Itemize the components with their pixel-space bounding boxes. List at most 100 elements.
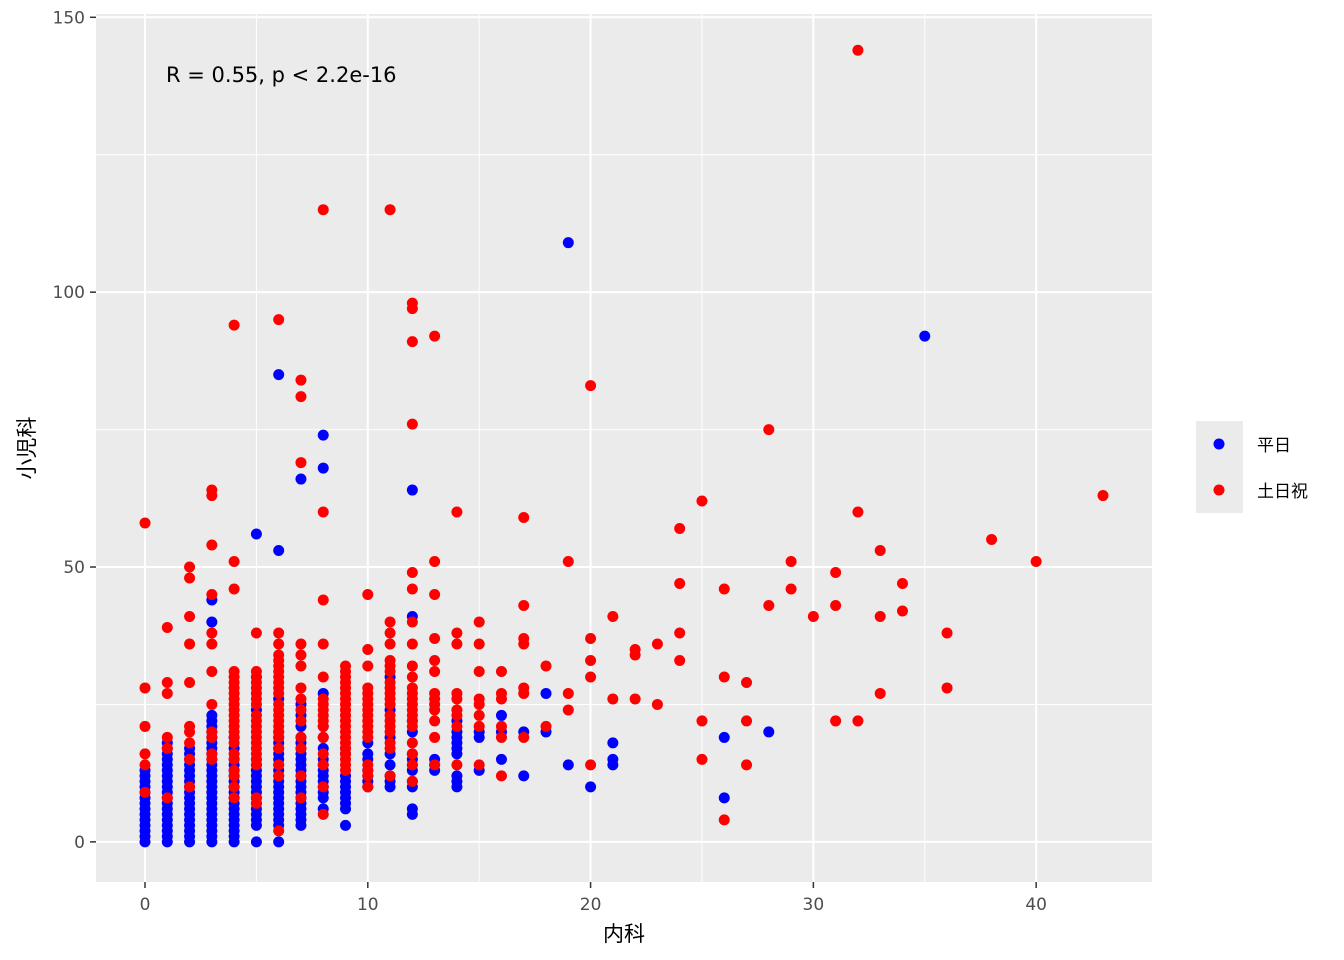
- data-point: [184, 561, 196, 573]
- data-point: [451, 770, 463, 782]
- data-point: [184, 676, 196, 688]
- data-point: [451, 704, 463, 716]
- data-point: [429, 715, 441, 727]
- data-point: [340, 660, 352, 672]
- data-point: [651, 698, 663, 710]
- data-point: [451, 506, 463, 518]
- data-point: [406, 660, 418, 672]
- data-point: [184, 753, 196, 765]
- data-point: [317, 759, 329, 771]
- data-point: [473, 720, 485, 732]
- data-point: [295, 457, 307, 469]
- data-point: [228, 781, 240, 793]
- data-point: [228, 665, 240, 677]
- data-point: [429, 687, 441, 699]
- data-point: [585, 654, 597, 666]
- data-point: [273, 742, 285, 754]
- data-point: [317, 781, 329, 793]
- data-point: [384, 616, 396, 628]
- data-point: [473, 693, 485, 705]
- data-point: [295, 660, 307, 672]
- data-point: [429, 330, 441, 342]
- data-point: [250, 665, 262, 677]
- data-point: [161, 676, 173, 688]
- data-point: [139, 682, 151, 694]
- data-point: [406, 638, 418, 650]
- data-point: [384, 627, 396, 639]
- data-point: [562, 687, 574, 699]
- data-point: [184, 781, 196, 793]
- data-point: [986, 534, 998, 546]
- data-point: [206, 588, 218, 600]
- data-point: [406, 484, 418, 496]
- data-point: [830, 715, 842, 727]
- y-tick-label: 50: [63, 558, 85, 578]
- legend-key-holiday: [1213, 484, 1225, 496]
- data-point: [874, 687, 886, 699]
- data-point: [250, 836, 262, 848]
- data-point: [741, 715, 753, 727]
- data-point: [830, 599, 842, 611]
- data-point: [696, 715, 708, 727]
- data-point: [295, 792, 307, 804]
- legend-label-weekday: 平日: [1257, 436, 1291, 456]
- correlation-annotation: R = 0.55, p < 2.2e-16: [166, 63, 397, 87]
- data-point: [406, 583, 418, 595]
- data-point: [406, 567, 418, 579]
- data-point: [384, 676, 396, 688]
- data-point: [340, 819, 352, 831]
- data-point: [874, 610, 886, 622]
- data-point: [406, 336, 418, 348]
- data-point: [406, 759, 418, 771]
- data-point: [295, 693, 307, 705]
- data-point: [228, 792, 240, 804]
- data-point: [295, 770, 307, 782]
- data-point: [384, 204, 396, 216]
- data-point: [250, 709, 262, 721]
- data-point: [273, 759, 285, 771]
- y-tick-label: 100: [53, 283, 85, 303]
- data-point: [295, 715, 307, 727]
- data-point: [763, 599, 775, 611]
- data-point: [919, 330, 931, 342]
- data-point: [607, 610, 619, 622]
- data-point: [250, 627, 262, 639]
- data-point: [718, 814, 730, 826]
- data-point: [250, 528, 262, 540]
- data-point: [206, 709, 218, 721]
- data-point: [495, 720, 507, 732]
- data-point: [206, 698, 218, 710]
- legend-label-holiday: 土日祝: [1257, 482, 1308, 502]
- data-point: [317, 808, 329, 820]
- data-point: [161, 621, 173, 633]
- data-point: [206, 627, 218, 639]
- data-point: [273, 836, 285, 848]
- data-point: [295, 638, 307, 650]
- data-point: [317, 671, 329, 683]
- data-point: [785, 556, 797, 568]
- data-point: [585, 781, 597, 793]
- data-point: [184, 638, 196, 650]
- data-point: [362, 660, 374, 672]
- data-point: [896, 605, 908, 617]
- x-axis-title: 内科: [603, 922, 645, 946]
- data-point: [852, 715, 864, 727]
- data-point: [1030, 556, 1042, 568]
- data-point: [206, 484, 218, 496]
- data-point: [607, 737, 619, 749]
- data-point: [429, 665, 441, 677]
- data-point: [807, 610, 819, 622]
- data-point: [273, 545, 285, 557]
- data-point: [206, 748, 218, 760]
- data-point: [295, 649, 307, 661]
- data-point: [161, 742, 173, 754]
- data-point: [518, 770, 530, 782]
- data-point: [696, 495, 708, 507]
- grid-lines: [96, 14, 1152, 882]
- data-point: [184, 737, 196, 749]
- data-point: [295, 682, 307, 694]
- data-point: [562, 704, 574, 716]
- data-point: [273, 314, 285, 326]
- data-point: [273, 369, 285, 381]
- data-point: [184, 610, 196, 622]
